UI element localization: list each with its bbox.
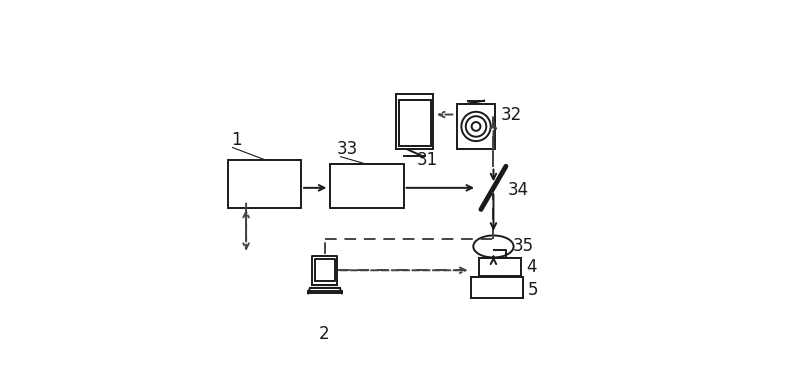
Bar <box>228 160 301 208</box>
Bar <box>457 103 495 149</box>
Text: 31: 31 <box>417 151 438 169</box>
Text: 35: 35 <box>513 237 534 256</box>
Ellipse shape <box>474 235 514 257</box>
Bar <box>330 164 404 208</box>
Text: 5: 5 <box>527 282 538 299</box>
Text: 32: 32 <box>501 106 522 124</box>
Bar <box>398 100 430 147</box>
Text: 2: 2 <box>318 326 330 343</box>
Text: 4: 4 <box>526 258 537 276</box>
Text: 1: 1 <box>230 131 242 149</box>
Text: 33: 33 <box>337 140 358 158</box>
Bar <box>396 94 433 149</box>
Text: 34: 34 <box>508 181 530 199</box>
Bar <box>478 258 521 276</box>
Bar <box>471 276 522 298</box>
